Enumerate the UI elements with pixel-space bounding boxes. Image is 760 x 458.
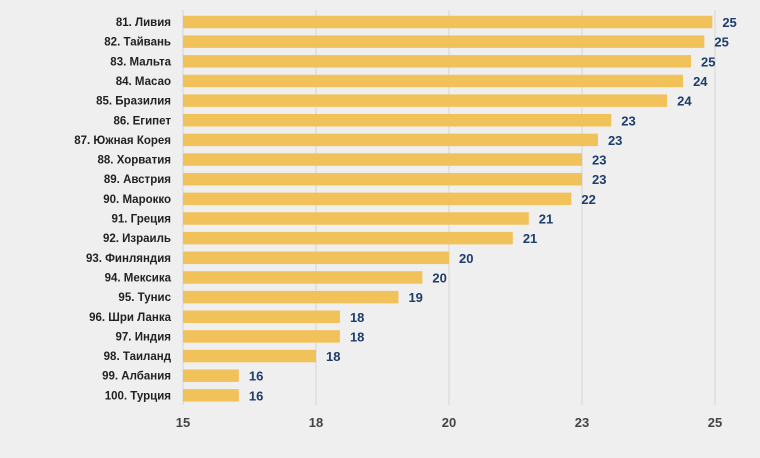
- bar: [183, 74, 684, 88]
- x-tick-label: 23: [575, 415, 589, 430]
- x-tick-label: 18: [309, 415, 323, 430]
- bar: [183, 192, 572, 206]
- x-tick-label: 15: [176, 415, 190, 430]
- data-label: 23: [592, 172, 606, 187]
- category-label: 98. Таиланд: [104, 351, 172, 363]
- bar: [183, 330, 340, 343]
- bar: [183, 94, 668, 107]
- data-label: 22: [581, 192, 595, 207]
- category-label: 96. Шри Ланка: [89, 312, 171, 324]
- bar: [183, 251, 449, 265]
- data-label: 25: [722, 15, 736, 30]
- data-label: 24: [677, 94, 692, 109]
- bar: [183, 35, 705, 48]
- bar: [183, 349, 316, 363]
- x-tick-label: 20: [442, 415, 456, 430]
- data-label: 18: [350, 310, 364, 325]
- category-label: 84. Масао: [116, 76, 171, 88]
- data-label: 18: [350, 329, 364, 344]
- data-label: 20: [432, 270, 446, 285]
- data-label: 21: [539, 212, 553, 227]
- bar: [183, 310, 340, 323]
- category-label: 86. Египет: [113, 115, 171, 127]
- data-label: 18: [326, 349, 340, 364]
- data-label: 25: [714, 35, 728, 50]
- category-label: 85. Бразилия: [96, 96, 171, 108]
- category-label: 82. Тайвань: [104, 37, 171, 49]
- category-labels: 81. Ливия 82. Тайвань 83. Мальта 84. Масао 8…: [74, 17, 171, 402]
- category-label: 91. Греция: [111, 214, 171, 226]
- bar: [183, 114, 612, 127]
- bar: [183, 15, 713, 29]
- bar: [183, 369, 239, 382]
- bar: [183, 55, 692, 68]
- category-label: 100. Турция: [105, 390, 171, 402]
- bar: [183, 290, 399, 304]
- category-label: 88. Хорватия: [98, 155, 171, 167]
- bar: [183, 212, 529, 225]
- data-label: 21: [523, 231, 537, 246]
- category-label: 83. Мальта: [110, 56, 171, 68]
- data-label: 16: [249, 388, 263, 403]
- category-label: 94. Мексика: [105, 272, 172, 284]
- bar: [183, 231, 513, 245]
- bar: [183, 389, 239, 402]
- data-label: 16: [249, 369, 263, 384]
- bar: [183, 153, 582, 166]
- data-label: 23: [592, 153, 606, 168]
- data-label: 20: [459, 251, 473, 266]
- data-label: 19: [408, 290, 422, 305]
- category-label: 89. Австрия: [104, 174, 171, 186]
- x-axis-ticks: 15 18 20 23 25: [176, 415, 722, 430]
- data-label: 24: [693, 74, 708, 89]
- bar: [183, 133, 598, 147]
- category-label: 99. Албания: [102, 371, 171, 383]
- category-label: 90. Марокко: [103, 194, 171, 206]
- data-label: 23: [621, 113, 635, 128]
- bar: [183, 172, 582, 186]
- data-label: 23: [608, 133, 622, 148]
- category-label: 97. Индия: [116, 331, 171, 343]
- category-label: 92. Израиль: [103, 233, 171, 245]
- data-label: 25: [701, 54, 715, 69]
- category-label: 95. Тунис: [118, 292, 171, 304]
- category-label: 93. Финляндия: [86, 253, 171, 265]
- bars: [183, 15, 713, 402]
- category-label: 87. Южная Корея: [74, 135, 171, 147]
- x-tick-label: 25: [708, 415, 722, 430]
- gridlines: [182, 10, 716, 405]
- bar: [183, 271, 423, 284]
- category-label: 81. Ливия: [116, 17, 171, 29]
